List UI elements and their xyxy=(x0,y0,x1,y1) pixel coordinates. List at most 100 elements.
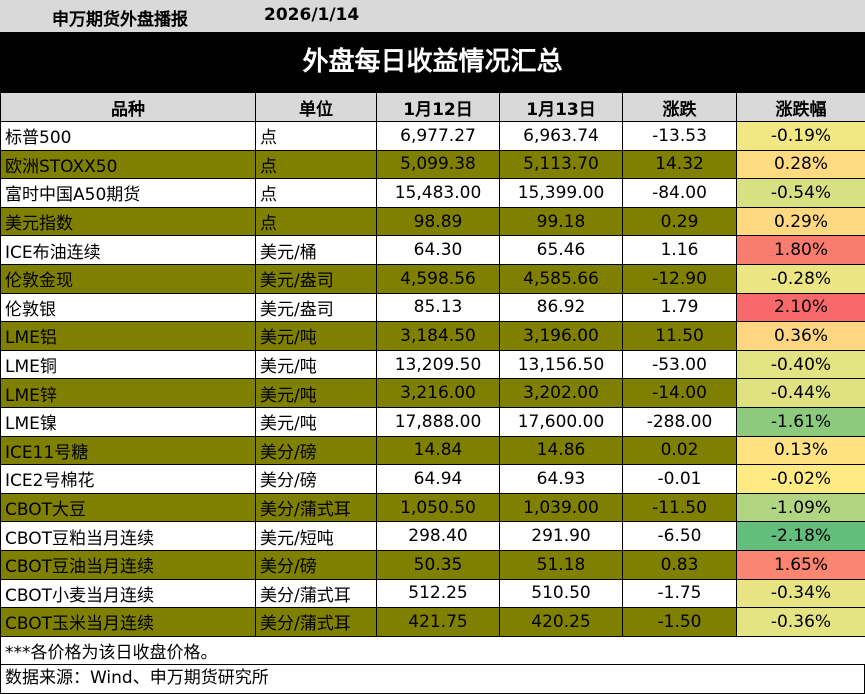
column-header-product: 品种 xyxy=(0,92,256,122)
cell-unit: 点 xyxy=(255,178,377,208)
cell-change: -84.00 xyxy=(622,178,737,208)
cell-change-pct: -0.44% xyxy=(736,378,865,408)
table-row: LME锌 美元/吨 3,216.00 3,202.00 -14.00 -0.44% xyxy=(0,378,865,408)
table-row: 富时中国A50期货点 15,483.00 15,399.00 -84.00 -0.54% xyxy=(0,178,865,208)
cell-unit: 美元/吨 xyxy=(255,321,377,351)
table-row: ICE11号糖 美分/磅 14.84 14.86 0.02 0.13% xyxy=(0,435,865,466)
table-row: 美元指数点 98.89 99.18 0.29 0.29% xyxy=(0,206,865,237)
cell-unit: 美分/蒲式耳 xyxy=(255,578,377,609)
cell-day1: 13,209.50 xyxy=(376,349,500,380)
cell-unit: 美分/蒲式耳 xyxy=(255,492,377,523)
cell-change-pct: -1.09% xyxy=(736,492,865,523)
cell-day2: 51.18 xyxy=(499,549,623,580)
cell-change-pct: -1.61% xyxy=(736,406,865,437)
cell-product: CBOT小麦当月连续 xyxy=(0,578,256,609)
cell-day1: 98.89 xyxy=(376,206,500,237)
cell-change: -1.50 xyxy=(622,607,737,637)
column-header-day2: 1月13日 xyxy=(499,92,623,122)
cell-day1: 3,216.00 xyxy=(376,378,500,408)
cell-product: 标普500 xyxy=(0,121,256,151)
cell-day2: 6,963.74 xyxy=(499,121,623,151)
cell-unit: 美元/盎司 xyxy=(255,292,377,323)
cell-product: 美元指数 xyxy=(0,206,256,237)
cell-day2: 14.86 xyxy=(499,435,623,466)
cell-day1: 4,598.56 xyxy=(376,263,500,294)
cell-product: CBOT豆粕当月连续 xyxy=(0,521,256,551)
table-row: 伦敦金现 美元/盎司 4,598.56 4,585.66 -12.90 -0.28% xyxy=(0,263,865,294)
cell-unit: 点 xyxy=(255,149,377,180)
cell-change: -13.53 xyxy=(622,121,737,151)
table-row: 欧洲STOXX50 点 5,099.38 5,113.70 14.32 0.28% xyxy=(0,149,865,180)
table-row: CBOT豆油当月连续 美分/磅 50.35 51.18 0.83 1.65% xyxy=(0,549,865,580)
cell-day2: 64.93 xyxy=(499,464,623,494)
table-row: CBOT小麦当月连续 美分/蒲式耳 512.25 510.50 -1.75 -0.34% xyxy=(0,578,865,609)
cell-change: -0.01 xyxy=(622,464,737,494)
cell-product: 伦敦金现 xyxy=(0,263,256,294)
cell-day2: 5,113.70 xyxy=(499,149,623,180)
cell-unit: 美元/吨 xyxy=(255,378,377,408)
data-source: 数据来源：Wind、申万期货研究所 xyxy=(0,664,865,694)
cell-day1: 50.35 xyxy=(376,549,500,580)
cell-day1: 64.30 xyxy=(376,235,500,265)
cell-day2: 420.25 xyxy=(499,607,623,637)
cell-day2: 65.46 xyxy=(499,235,623,265)
cell-unit: 点 xyxy=(255,206,377,237)
cell-change: 1.16 xyxy=(622,235,737,265)
cell-product: 富时中国A50期货 xyxy=(0,178,256,208)
cell-product: LME锌 xyxy=(0,378,256,408)
cell-day1: 298.40 xyxy=(376,521,500,551)
report-date: 2026/1/14 xyxy=(264,5,360,25)
cell-change: -11.50 xyxy=(622,492,737,523)
cell-change: 11.50 xyxy=(622,321,737,351)
cell-change: -6.50 xyxy=(622,521,737,551)
column-header-change-pct: 涨跌幅 xyxy=(736,92,865,122)
column-header-unit: 单位 xyxy=(255,92,377,122)
cell-change-pct: 0.36% xyxy=(736,321,865,351)
cell-change-pct: -0.34% xyxy=(736,578,865,609)
cell-product: CBOT豆油当月连续 xyxy=(0,549,256,580)
cell-unit: 美元/吨 xyxy=(255,406,377,437)
table-row: LME镍 美元/吨 17,888.00 17,600.00 -288.00 -1.61% xyxy=(0,406,865,437)
cell-change: 0.29 xyxy=(622,206,737,237)
cell-day1: 1,050.50 xyxy=(376,492,500,523)
cell-day2: 86.92 xyxy=(499,292,623,323)
cell-day2: 3,196.00 xyxy=(499,321,623,351)
cell-unit: 美分/磅 xyxy=(255,464,377,494)
cell-day1: 3,184.50 xyxy=(376,321,500,351)
cell-day1: 5,099.38 xyxy=(376,149,500,180)
note-blank xyxy=(255,635,865,666)
note-row: ***各价格为该日收盘价格。 xyxy=(0,635,865,666)
cell-product: ICE11号糖 xyxy=(0,435,256,466)
cell-change: -12.90 xyxy=(622,263,737,294)
column-header-change: 涨跌 xyxy=(622,92,737,122)
cell-change-pct: 2.10% xyxy=(736,292,865,323)
cell-unit: 美分/蒲式耳 xyxy=(255,607,377,637)
cell-unit: 美元/桶 xyxy=(255,235,377,265)
cell-product: LME铜 xyxy=(0,349,256,380)
cell-change-pct: -0.36% xyxy=(736,607,865,637)
table-body: 标普500 点 6,977.27 6,963.74 -13.53 -0.19% 欧洲STOX… xyxy=(0,121,865,637)
cell-day1: 85.13 xyxy=(376,292,500,323)
returns-table: 品种 单位 1月12日 1月13日 涨跌 涨跌幅 标普500 点 6,977.27 6… xyxy=(0,92,865,666)
cell-change-pct: 0.29% xyxy=(736,206,865,237)
cell-day2: 4,585.66 xyxy=(499,263,623,294)
cell-day1: 421.75 xyxy=(376,607,500,637)
cell-change-pct: -0.40% xyxy=(736,349,865,380)
cell-unit: 美元/短吨 xyxy=(255,521,377,551)
cell-change: 0.83 xyxy=(622,549,737,580)
cell-day1: 512.25 xyxy=(376,578,500,609)
table-header-row: 品种 单位 1月12日 1月13日 涨跌 涨跌幅 xyxy=(0,92,865,122)
cell-day1: 14.84 xyxy=(376,435,500,466)
cell-change: 14.32 xyxy=(622,149,737,180)
cell-product: 伦敦银 xyxy=(0,292,256,323)
cell-product: CBOT大豆 xyxy=(0,492,256,523)
cell-unit: 美元/盎司 xyxy=(255,263,377,294)
cell-change: -1.75 xyxy=(622,578,737,609)
cell-product: LME铝 xyxy=(0,321,256,351)
cell-change: -14.00 xyxy=(622,378,737,408)
cell-day1: 15,483.00 xyxy=(376,178,500,208)
report-brand: 申万期货外盘播报 xyxy=(52,10,188,30)
cell-unit: 美元/吨 xyxy=(255,349,377,380)
cell-change-pct: -0.19% xyxy=(736,121,865,151)
